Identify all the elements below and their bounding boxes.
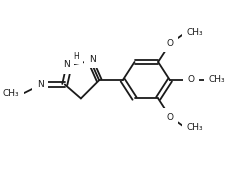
Text: O: O — [166, 113, 173, 122]
Text: N: N — [37, 80, 43, 89]
Text: O: O — [166, 39, 173, 48]
Text: O: O — [188, 75, 195, 84]
Text: CH₃: CH₃ — [186, 123, 203, 132]
Text: CH₃: CH₃ — [3, 89, 19, 98]
Text: H: H — [74, 52, 79, 61]
Text: N: N — [89, 55, 95, 64]
Text: CH₃: CH₃ — [208, 75, 225, 84]
Text: N: N — [63, 60, 70, 69]
Text: CH₃: CH₃ — [186, 28, 203, 37]
